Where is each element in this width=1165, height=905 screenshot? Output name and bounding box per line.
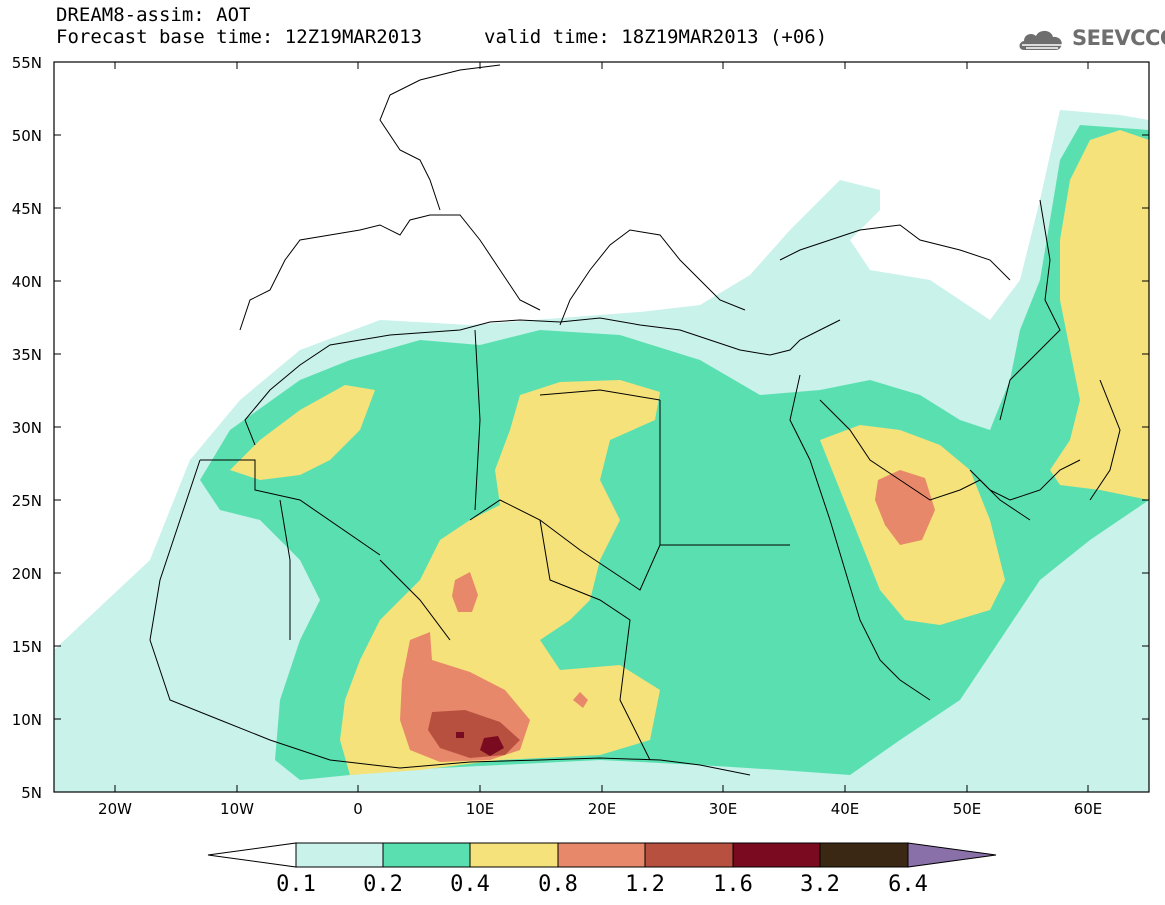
colorbar-label: 1.2 [625, 872, 665, 897]
lat-label: 30N [11, 419, 42, 437]
colorbar-label: 3.2 [800, 872, 840, 897]
coastlines-and-borders [149, 64, 1121, 776]
lon-ticks [114, 62, 1089, 792]
colorbar-label: 0.2 [363, 872, 403, 897]
lon-label: 30E [708, 800, 738, 818]
lon-label: 60E [1073, 800, 1103, 818]
aot-contour-0.4-east [1050, 130, 1149, 500]
lat-label: 10N [11, 711, 42, 729]
lat-label: 35N [11, 346, 42, 364]
lon-label: 40E [830, 800, 860, 818]
lat-label: 25N [11, 492, 42, 510]
aot-contour-0.8-chad [573, 692, 588, 708]
lat-label: 50N [11, 127, 42, 145]
colorbar [207, 842, 997, 868]
colorbar-bin-6 [819, 842, 909, 868]
lon-label: 20E [587, 800, 617, 818]
colorbar-bin-3 [557, 842, 646, 868]
colorbar-bin-0 [295, 842, 384, 868]
lon-label: 10E [465, 800, 495, 818]
logo-text: SEEVCCC [1072, 26, 1165, 50]
colorbar-bin-4 [644, 842, 734, 868]
lon-label: 20W [98, 800, 132, 818]
map-title: DREAM8-assim: AOT [56, 4, 251, 26]
lat-label: 5N [21, 784, 42, 802]
aot-contour-0.8-arabia [875, 470, 935, 545]
aot-contour-0.8-niger [452, 572, 478, 612]
lon-label: 0 [353, 800, 363, 818]
lat-label: 15N [11, 638, 42, 656]
lat-label: 20N [11, 565, 42, 583]
lat-label: 55N [11, 54, 42, 72]
aot-field [54, 62, 1149, 792]
lon-label: 50E [952, 800, 982, 818]
colorbar-label: 6.4 [888, 872, 928, 897]
colorbar-under-arrow [207, 842, 297, 868]
forecast-base-time: Forecast base time: 12Z19MAR2013 [56, 26, 423, 48]
valid-time: valid time: 18Z19MAR2013 (+06) [484, 26, 828, 48]
aot-contour-0.4-west [230, 385, 375, 480]
colorbar-label: 1.6 [713, 872, 753, 897]
lat-label: 45N [11, 200, 42, 218]
colorbar-bin-5 [732, 842, 821, 868]
colorbar-over-arrow [907, 842, 997, 868]
colorbar-bin-1 [382, 842, 471, 868]
lat-ticks [54, 61, 1149, 720]
seevccc-logo: SEEVCCC [1016, 24, 1165, 56]
lat-label: 40N [11, 273, 42, 291]
colorbar-label: 0.4 [450, 872, 490, 897]
colorbar-bin-2 [469, 842, 559, 868]
cloud-logo-icon [1019, 30, 1062, 50]
lon-label: 10W [220, 800, 254, 818]
aot-contour-1.6-nigeria [456, 732, 504, 756]
colorbar-label: 0.8 [538, 872, 578, 897]
colorbar-label: 0.1 [276, 872, 316, 897]
